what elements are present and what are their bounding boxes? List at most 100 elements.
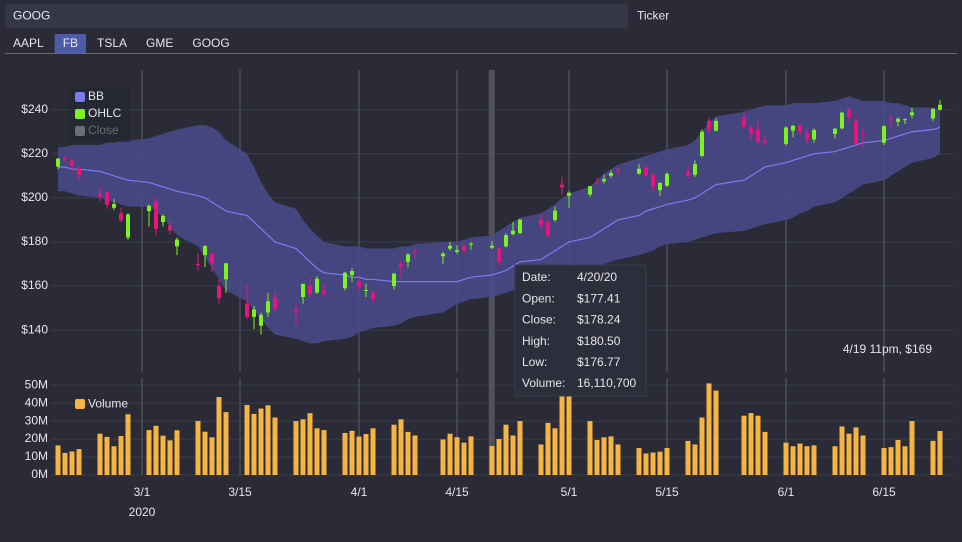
volume-bar — [748, 413, 754, 475]
candle-body — [147, 205, 151, 212]
candle-body — [63, 158, 67, 160]
crosshair-label: 4/19 11pm, $169 — [843, 342, 933, 356]
volume-bar — [860, 435, 866, 475]
volume-bar — [741, 415, 747, 475]
volume-bar — [804, 446, 810, 475]
tab[interactable]: AAPL — [13, 36, 44, 50]
candle-body — [413, 250, 417, 253]
candle-body — [98, 193, 102, 197]
x-year-label: 2020 — [129, 505, 156, 519]
candle-body — [56, 158, 60, 167]
candle-body — [259, 314, 263, 326]
chart: $140 $160 $180 $200 $220 $240 0M 10M 20M 30M 40M 50… — [21, 70, 954, 519]
x-tick-label: 4/1 — [351, 485, 368, 499]
candle-body — [294, 310, 298, 313]
candle-body — [77, 168, 81, 176]
volume-bar — [370, 428, 376, 475]
volume-bar — [713, 390, 719, 475]
candle-body — [805, 132, 809, 140]
tab[interactable]: FB — [63, 36, 78, 50]
tooltip-value: $176.77 — [577, 355, 621, 369]
volume-bar — [265, 405, 271, 475]
volume-legend-swatch[interactable] — [75, 399, 85, 409]
volume-bar — [692, 444, 698, 475]
x-tick-label: 3/15 — [228, 485, 252, 499]
legend-swatch[interactable] — [75, 109, 85, 119]
candle-body — [686, 171, 690, 176]
volume-legend-label[interactable]: Volume — [88, 397, 128, 411]
volume-bar — [839, 426, 845, 475]
candle-body — [861, 133, 865, 135]
candle-body — [357, 281, 361, 287]
tab-bar: AAPL FB TSLA GME GOOG — [13, 34, 230, 53]
tooltip-value: 16,110,700 — [577, 376, 636, 390]
volume-bar — [202, 431, 208, 475]
candle-body — [756, 129, 760, 142]
legend-swatch[interactable] — [75, 126, 85, 136]
volume-tick-label: 30M — [25, 413, 48, 427]
tooltip-label: Low: — [522, 355, 547, 369]
tab[interactable]: GOOG — [192, 36, 229, 50]
volume-bar — [223, 412, 229, 475]
candle-body — [840, 112, 844, 129]
candle-body — [749, 127, 753, 134]
volume-bar — [790, 446, 796, 475]
volume-bar — [762, 431, 768, 475]
volume-bar — [153, 425, 159, 475]
volume-bar — [391, 424, 397, 475]
ticker-label: Ticker — [637, 9, 669, 23]
volume-bar — [104, 436, 110, 475]
volume-bar — [608, 436, 614, 475]
candle-body — [539, 219, 543, 226]
legend-label[interactable]: BB — [88, 89, 104, 103]
candle-body — [245, 303, 249, 317]
volume-bar — [909, 421, 915, 475]
candle-body — [595, 182, 599, 184]
legend-swatch[interactable] — [75, 92, 85, 102]
candle-body — [791, 125, 795, 131]
volume-bar — [314, 428, 320, 475]
candle-body — [854, 120, 858, 145]
volume-bar — [209, 437, 215, 475]
candle-body — [343, 272, 347, 289]
tooltip-label: Open: — [522, 291, 555, 305]
candle-body — [154, 201, 158, 229]
candle-body — [511, 230, 515, 235]
tab[interactable]: TSLA — [97, 36, 127, 50]
candle-body — [399, 263, 403, 267]
volume-bar — [307, 413, 313, 475]
volume-bar — [636, 448, 642, 475]
tab-background[interactable] — [54, 34, 87, 53]
volume-bar — [699, 417, 705, 475]
candle-body — [882, 126, 886, 143]
tab[interactable]: GME — [146, 36, 173, 50]
candle-body — [462, 246, 466, 251]
tooltip-label: Close: — [522, 313, 556, 327]
y-tick-label: $200 — [21, 190, 48, 204]
volume-bar — [797, 443, 803, 475]
volume-bar — [440, 439, 446, 475]
candle-body — [441, 253, 445, 257]
volume-bar — [895, 439, 901, 475]
volume-bar — [447, 433, 453, 475]
candle-body — [406, 254, 410, 262]
ticker-value[interactable]: GOOG — [13, 9, 50, 23]
candle-body — [798, 125, 802, 132]
candle-body — [119, 213, 123, 221]
volume-bar — [545, 422, 551, 475]
legend-label[interactable]: Close — [88, 123, 119, 137]
candle-body — [266, 301, 270, 313]
candle-body — [903, 119, 907, 121]
candle-body — [588, 186, 592, 195]
volume-bar — [510, 435, 516, 475]
ticker-input[interactable] — [5, 4, 628, 28]
volume-bar — [468, 436, 474, 475]
x-tick-label: 5/1 — [561, 485, 578, 499]
candle-body — [637, 168, 641, 174]
volume-bar — [552, 428, 558, 475]
candle-body — [273, 297, 277, 309]
candle-body — [497, 248, 501, 263]
legend-label[interactable]: OHLC — [88, 106, 122, 120]
candle-body — [910, 112, 914, 116]
candle-body — [707, 120, 711, 130]
